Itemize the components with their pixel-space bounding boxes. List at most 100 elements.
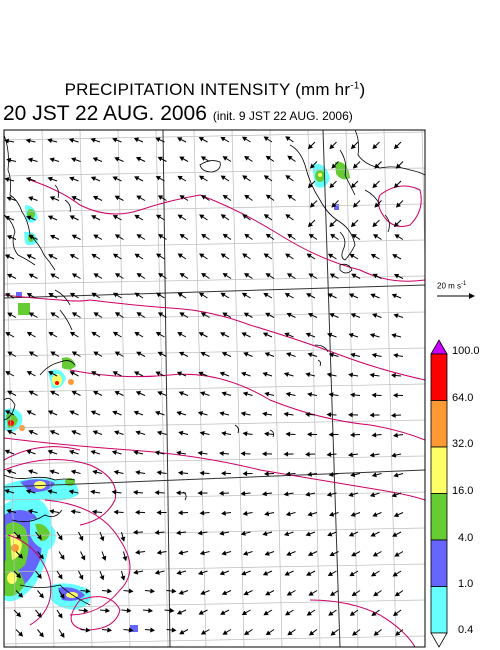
wind-arrow-head [306, 293, 312, 298]
wind-arrow-head [222, 630, 228, 635]
wind-arrow-head [70, 509, 76, 515]
wind-arrow-head [111, 489, 117, 495]
wind-arrow-head [57, 535, 63, 541]
wind-arrow-head [135, 470, 141, 476]
wind-arrow-head [47, 410, 54, 415]
wind-arrow-head [262, 570, 269, 576]
wind-arrow-head [92, 390, 99, 396]
wind-arrow-head [284, 293, 290, 298]
wind-arrow-head [6, 429, 13, 435]
wind-arrow-head [7, 273, 13, 279]
wind-arrow-head [350, 222, 356, 228]
wind-arrow-head [133, 137, 139, 143]
wind-arrow-head [283, 372, 289, 377]
wind-arrow-head [221, 431, 227, 437]
wind-arrow-head [304, 451, 310, 457]
wind-arrow-head [285, 471, 291, 477]
wind-arrow-head [83, 608, 89, 614]
wind-arrow-head [154, 569, 160, 575]
wind-arrow-head [330, 233, 336, 239]
wind-arrow-head [179, 351, 185, 357]
wind-arrow-head [112, 410, 118, 416]
wind-arrow-head [112, 137, 118, 143]
wind-arrow-head [25, 176, 32, 182]
wind-arrow-head [28, 351, 35, 356]
wind-arrow-head [78, 535, 84, 541]
wind-arrow-head [16, 573, 22, 579]
wind-arrow-head [135, 156, 142, 162]
wind-arrow-head [171, 627, 177, 633]
wind-arrow-head [92, 469, 98, 475]
wind-arrow-head [369, 492, 376, 498]
wind-arrow-head [221, 510, 226, 516]
wind-arrow-head [283, 411, 289, 417]
wind-arrow-head [91, 253, 97, 259]
wind-arrow-head [105, 608, 110, 614]
wind-arrow-head [176, 570, 182, 575]
wind-arrow-head [286, 551, 292, 556]
wind-arrow-head [392, 571, 398, 577]
wind-arrow-head [242, 510, 248, 516]
lat-lon-grid [4, 130, 425, 647]
wind-arrow-head [285, 253, 291, 259]
wind-arrow-head [154, 450, 160, 456]
wind-arrow-head [221, 590, 228, 596]
wind-arrow-head [112, 176, 118, 181]
wind-arrow-head [307, 511, 313, 517]
wind-arrow-head [6, 196, 12, 202]
wind-arrow-head [128, 588, 134, 594]
wind-arrow-head [286, 273, 293, 278]
wind-arrow-head [285, 511, 291, 517]
wind-arrow-head [111, 450, 117, 455]
wind-arrow-head [201, 273, 207, 278]
wind-arrow-head [71, 351, 78, 356]
wind-arrow-head [136, 234, 142, 239]
wind-arrow-head [26, 410, 32, 415]
wind-arrow-head [283, 491, 289, 497]
wind-arrow-head [71, 234, 77, 240]
wind-arrow-head [262, 332, 269, 338]
wind-arrow-head [372, 551, 378, 557]
wind-arrow-head [220, 253, 226, 259]
wind-arrow-head [243, 312, 249, 318]
wind-arrow-head [350, 472, 356, 478]
wind-arrow-head [394, 234, 400, 239]
wind-arrow-head [120, 536, 126, 542]
wind-arrow-head [38, 593, 44, 599]
wind-arrow-head [136, 195, 142, 201]
wind-arrow-head [28, 196, 34, 201]
wind-arrow-head [114, 234, 121, 239]
wind-arrow-head [177, 175, 183, 181]
wind-arrow-head [132, 529, 138, 535]
wind-arrow-head [244, 630, 250, 635]
wind-arrow-head [155, 214, 162, 220]
wind-arrow-head [371, 392, 377, 398]
wind-arrow-head [331, 202, 337, 208]
wind-arrow-head [307, 392, 313, 398]
wind-arrow-head [85, 627, 91, 633]
wind-arrow-head [372, 313, 378, 319]
wind-arrow-head [114, 157, 120, 162]
wind-arrow-head [57, 613, 63, 619]
wind-arrow-head [5, 332, 11, 337]
wind-arrow-head [350, 352, 356, 358]
wind-arrow-head [156, 292, 162, 298]
wind-arrow-head [265, 155, 271, 161]
wind-scale-base: 20 m s [437, 281, 462, 291]
wind-arrow-head [370, 571, 377, 577]
valid-time: 20 JST 22 AUG. 2006 [3, 102, 207, 125]
wind-arrow-head [348, 372, 354, 378]
wind-arrow-head [112, 331, 119, 337]
wind-arrow-head [179, 629, 185, 635]
wind-arrow-head [309, 163, 315, 169]
wind-arrow-head [50, 390, 56, 396]
wind-arrow-head [38, 554, 44, 560]
wind-arrow-head [351, 234, 357, 239]
map-title: PRECIPITATION INTENSITY (mm hr-1) [0, 80, 430, 100]
wind-arrow-head [71, 273, 78, 278]
wind-arrow-head [112, 371, 118, 376]
wind-arrow-head [241, 610, 248, 615]
wind-arrow-head [169, 608, 175, 614]
wind-arrow-head [93, 351, 99, 357]
wind-arrow-head [176, 530, 181, 536]
